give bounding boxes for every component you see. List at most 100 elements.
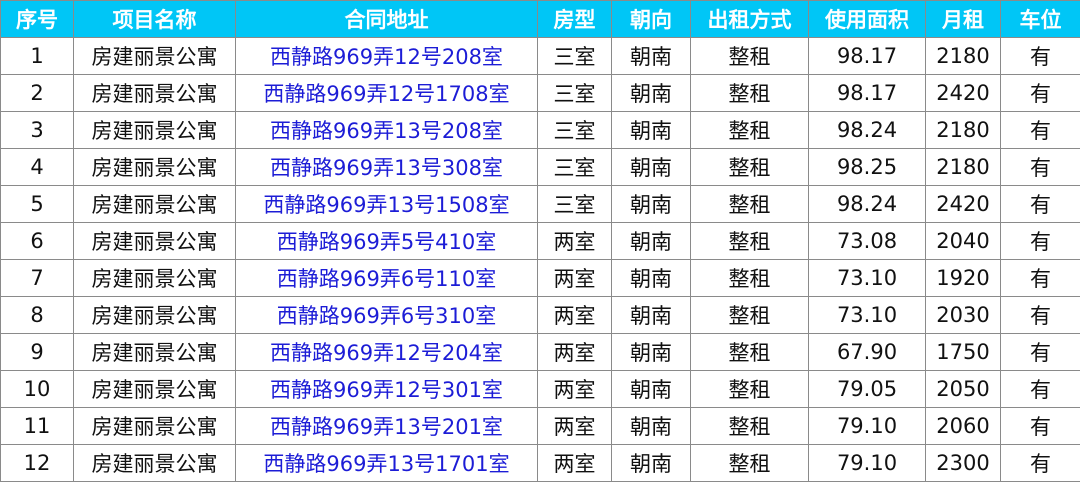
cell-area: 98.24: [808, 185, 926, 223]
table-row: 6 房建丽景公寓 西静路969弄5号410室 两室 朝南 整租 73.08 2040 有: [0, 222, 1080, 260]
cell-project-name: 房建丽景公寓: [73, 407, 236, 445]
cell-orientation: 朝南: [611, 111, 691, 149]
cell-parking: 有: [1000, 74, 1080, 112]
cell-monthly-rent: 2180: [925, 111, 1001, 149]
cell-parking: 有: [1000, 222, 1080, 260]
cell-project-name: 房建丽景公寓: [73, 444, 236, 482]
header-index: 序号: [0, 0, 74, 38]
table-row: 4 房建丽景公寓 西静路969弄13号308室 三室 朝南 整租 98.25 2180 有: [0, 148, 1080, 186]
cell-room-type: 两室: [537, 444, 612, 482]
cell-rental-type: 整租: [690, 185, 809, 223]
cell-area: 98.17: [808, 74, 926, 112]
cell-rental-type: 整租: [690, 222, 809, 260]
cell-contract-address: 西静路969弄5号410室: [235, 222, 538, 260]
cell-room-type: 两室: [537, 296, 612, 334]
table-row: 7 房建丽景公寓 西静路969弄6号110室 两室 朝南 整租 73.10 1920 有: [0, 259, 1080, 297]
cell-room-type: 两室: [537, 259, 612, 297]
cell-room-type: 三室: [537, 185, 612, 223]
cell-index: 2: [0, 74, 74, 112]
cell-parking: 有: [1000, 333, 1080, 371]
cell-monthly-rent: 2030: [925, 296, 1001, 334]
cell-area: 98.24: [808, 111, 926, 149]
cell-orientation: 朝南: [611, 148, 691, 186]
cell-orientation: 朝南: [611, 74, 691, 112]
table-row: 9 房建丽景公寓 西静路969弄12号204室 两室 朝南 整租 67.90 1750 有: [0, 333, 1080, 371]
table-row: 2 房建丽景公寓 西静路969弄12号1708室 三室 朝南 整租 98.17 2420 有: [0, 74, 1080, 112]
cell-rental-type: 整租: [690, 111, 809, 149]
header-contract-address: 合同地址: [235, 0, 538, 38]
cell-project-name: 房建丽景公寓: [73, 296, 236, 334]
cell-index: 9: [0, 333, 74, 371]
cell-room-type: 三室: [537, 111, 612, 149]
cell-orientation: 朝南: [611, 185, 691, 223]
cell-rental-type: 整租: [690, 37, 809, 75]
cell-area: 73.08: [808, 222, 926, 260]
cell-contract-address: 西静路969弄12号301室: [235, 370, 538, 408]
cell-monthly-rent: 2050: [925, 370, 1001, 408]
header-parking: 车位: [1000, 0, 1080, 38]
cell-rental-type: 整租: [690, 407, 809, 445]
cell-rental-type: 整租: [690, 259, 809, 297]
cell-area: 98.17: [808, 37, 926, 75]
cell-parking: 有: [1000, 148, 1080, 186]
cell-index: 12: [0, 444, 74, 482]
cell-area: 79.10: [808, 444, 926, 482]
cell-contract-address: 西静路969弄12号1708室: [235, 74, 538, 112]
cell-orientation: 朝南: [611, 259, 691, 297]
cell-index: 4: [0, 148, 74, 186]
header-project-name: 项目名称: [73, 0, 236, 38]
cell-area: 73.10: [808, 259, 926, 297]
cell-project-name: 房建丽景公寓: [73, 333, 236, 371]
cell-room-type: 三室: [537, 74, 612, 112]
cell-contract-address: 西静路969弄13号1701室: [235, 444, 538, 482]
cell-index: 3: [0, 111, 74, 149]
cell-contract-address: 西静路969弄6号310室: [235, 296, 538, 334]
cell-index: 5: [0, 185, 74, 223]
cell-parking: 有: [1000, 259, 1080, 297]
cell-orientation: 朝南: [611, 222, 691, 260]
cell-orientation: 朝南: [611, 370, 691, 408]
table-row: 11 房建丽景公寓 西静路969弄13号201室 两室 朝南 整租 79.10 2060 有: [0, 407, 1080, 445]
cell-project-name: 房建丽景公寓: [73, 74, 236, 112]
cell-orientation: 朝南: [611, 407, 691, 445]
header-row: 序号 项目名称 合同地址 房型 朝向 出租方式 使用面积 月租 车位: [0, 0, 1080, 38]
cell-contract-address: 西静路969弄12号208室: [235, 37, 538, 75]
table-row: 5 房建丽景公寓 西静路969弄13号1508室 三室 朝南 整租 98.24 2420 有: [0, 185, 1080, 223]
cell-room-type: 两室: [537, 333, 612, 371]
cell-index: 11: [0, 407, 74, 445]
cell-contract-address: 西静路969弄12号204室: [235, 333, 538, 371]
cell-room-type: 三室: [537, 148, 612, 186]
cell-area: 79.10: [808, 407, 926, 445]
cell-monthly-rent: 2420: [925, 185, 1001, 223]
header-monthly-rent: 月租: [925, 0, 1001, 38]
cell-parking: 有: [1000, 111, 1080, 149]
table-row: 8 房建丽景公寓 西静路969弄6号310室 两室 朝南 整租 73.10 2030 有: [0, 296, 1080, 334]
cell-monthly-rent: 2420: [925, 74, 1001, 112]
cell-room-type: 两室: [537, 407, 612, 445]
header-rental-type: 出租方式: [690, 0, 809, 38]
cell-monthly-rent: 2180: [925, 148, 1001, 186]
cell-monthly-rent: 2060: [925, 407, 1001, 445]
cell-project-name: 房建丽景公寓: [73, 370, 236, 408]
cell-index: 7: [0, 259, 74, 297]
cell-project-name: 房建丽景公寓: [73, 259, 236, 297]
table-row: 3 房建丽景公寓 西静路969弄13号208室 三室 朝南 整租 98.24 2180 有: [0, 111, 1080, 149]
header-area: 使用面积: [808, 0, 926, 38]
cell-rental-type: 整租: [690, 296, 809, 334]
cell-area: 79.05: [808, 370, 926, 408]
cell-room-type: 两室: [537, 370, 612, 408]
cell-index: 1: [0, 37, 74, 75]
cell-index: 6: [0, 222, 74, 260]
cell-contract-address: 西静路969弄6号110室: [235, 259, 538, 297]
cell-rental-type: 整租: [690, 74, 809, 112]
cell-area: 67.90: [808, 333, 926, 371]
cell-parking: 有: [1000, 37, 1080, 75]
cell-contract-address: 西静路969弄13号201室: [235, 407, 538, 445]
cell-monthly-rent: 2180: [925, 37, 1001, 75]
header-orientation: 朝向: [611, 0, 691, 38]
cell-rental-type: 整租: [690, 148, 809, 186]
cell-monthly-rent: 2040: [925, 222, 1001, 260]
cell-area: 73.10: [808, 296, 926, 334]
cell-room-type: 三室: [537, 37, 612, 75]
